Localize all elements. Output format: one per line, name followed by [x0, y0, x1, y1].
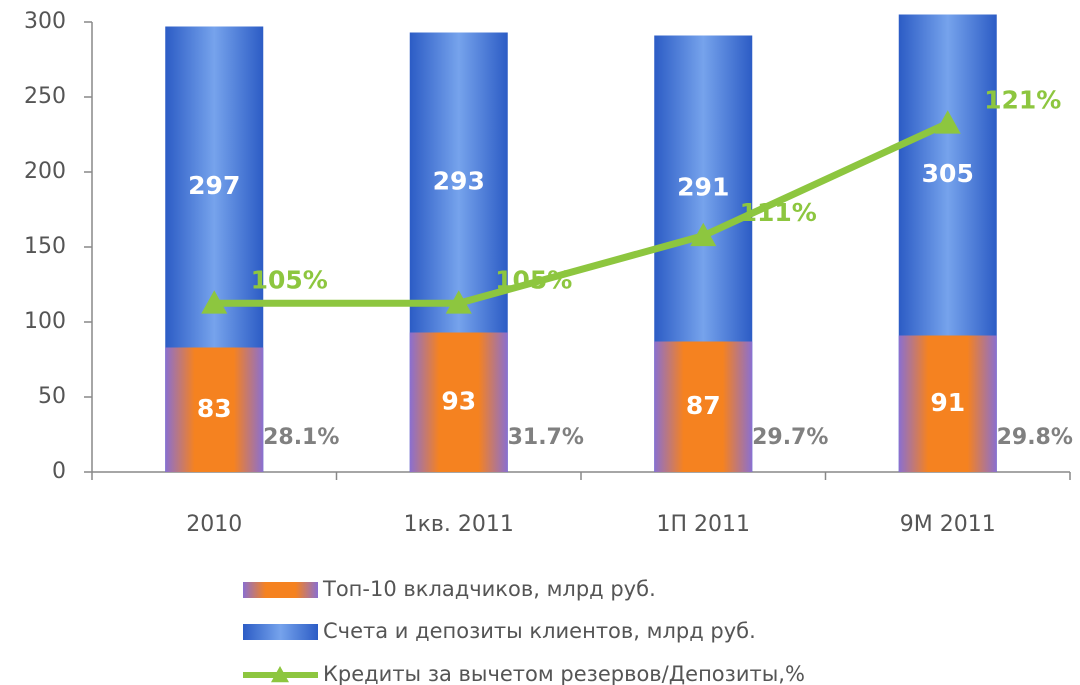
line-marker: [690, 222, 717, 247]
line-marker: [934, 110, 961, 134]
line-value-label: 105%: [251, 265, 328, 294]
y-tick-label: 50: [38, 384, 66, 409]
bar-value-label: 93: [441, 386, 476, 415]
line-value-label: 111%: [740, 198, 817, 227]
bar: [898, 335, 997, 472]
line-value-label: 121%: [984, 85, 1061, 114]
bar: [165, 347, 264, 472]
bar-value-label: 297: [188, 171, 240, 200]
ratio-label: 28.1%: [263, 425, 339, 450]
y-tick-label: 100: [24, 309, 66, 334]
line-marker: [201, 290, 228, 314]
x-tick-label: 2010: [186, 512, 242, 537]
bar-value-label: 305: [922, 159, 974, 188]
bar-value-label: 83: [197, 394, 232, 423]
bar-value-label: 293: [433, 167, 485, 196]
legend-label: Топ-10 вкладчиков, млрд руб.: [322, 577, 656, 601]
legend-label: Счета и депозиты клиентов, млрд руб.: [323, 619, 756, 643]
x-tick-label: 9М 2011: [900, 512, 996, 537]
ratio-label: 31.7%: [508, 425, 584, 450]
line-marker: [445, 290, 472, 314]
bar-value-label: 87: [686, 391, 721, 420]
line-value-label: 105%: [495, 265, 572, 294]
ratio-label: 29.8%: [997, 425, 1073, 450]
legend-swatch: [243, 624, 318, 640]
line: [214, 120, 950, 307]
y-tick-label: 250: [24, 84, 66, 109]
bar-value-label: 91: [930, 388, 965, 417]
ratio-label: 29.7%: [752, 425, 828, 450]
y-tick-label: 300: [24, 9, 66, 34]
bar-value-label: 291: [677, 173, 729, 202]
bar: [409, 332, 508, 472]
y-tick-label: 200: [24, 159, 66, 184]
legend-marker: [271, 666, 289, 683]
x-tick-label: 1П 2011: [656, 512, 750, 537]
bar: [654, 341, 753, 472]
legend-swatch: [243, 582, 318, 598]
y-tick-label: 0: [52, 459, 66, 484]
y-tick-label: 150: [24, 234, 66, 259]
x-tick-label: 1кв. 2011: [404, 512, 514, 537]
legend-label: Кредиты за вычетом резервов/Депозиты,%: [323, 662, 805, 685]
